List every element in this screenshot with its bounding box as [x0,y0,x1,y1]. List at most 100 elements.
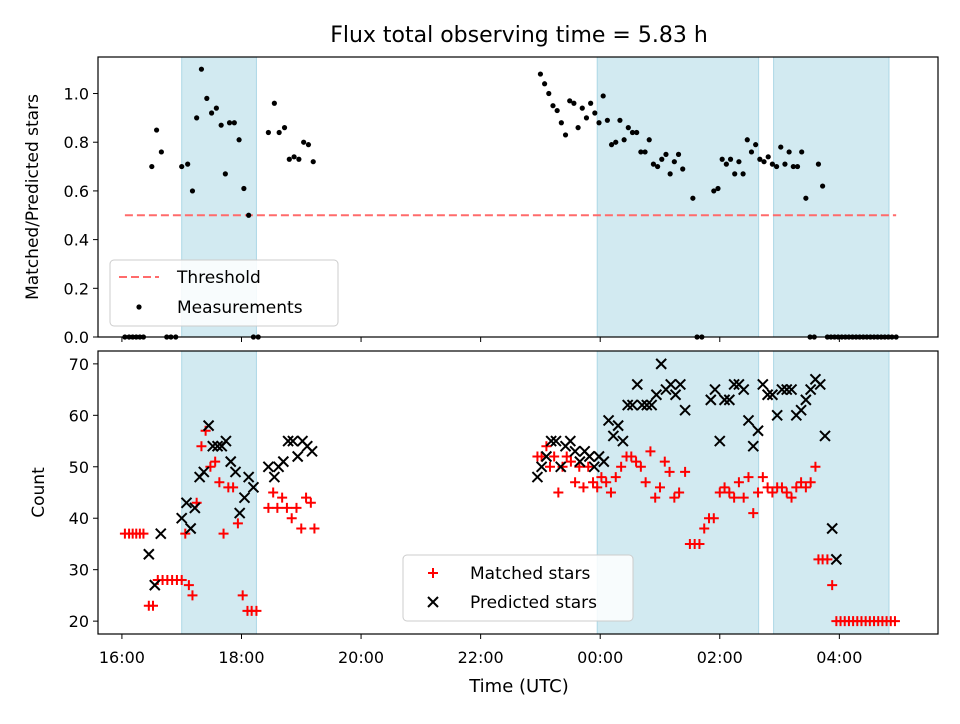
matched-star-point [296,523,307,534]
matched-star-point [680,466,691,477]
predicted-star-point [626,399,639,411]
measurement-point [715,185,721,192]
measurement-point [571,100,577,106]
matched-star-point [210,456,221,467]
predicted-star-point [242,471,255,483]
measurement-point [608,142,615,148]
legend-measurement-swatch [136,304,142,310]
y-tick-label-bottom: 60 [69,406,89,425]
predicted-star-point [598,455,610,468]
measurement-point [185,161,191,167]
matched-star-point [592,482,603,493]
matched-star-point [176,574,187,585]
predicted-star-point [757,378,769,391]
predicted-star-point [291,450,304,463]
measurement-point [558,120,564,126]
predicted-star-point [588,461,600,473]
measurement-point [575,125,581,131]
measurement-point [218,122,224,128]
matched-star-point [536,451,547,462]
matched-star-point [588,477,599,488]
predicted-star-point [800,394,812,406]
x-tick-label: 04:00 [816,648,862,667]
y-tick-label-bottom: 40 [69,509,89,528]
matched-star-point [148,600,159,611]
predicted-star-point [564,435,577,447]
matched-star-point [748,508,759,519]
matched-star-point [561,451,572,462]
matched-star-point [743,472,754,483]
predicted-star-point [569,445,581,458]
panel-top: 0.0 0.2 0.4 0.6 0.8 1.0 Matched/Predicted star… [23,56,939,347]
predicted-star-point [574,455,586,468]
matched-star-point [640,477,651,488]
matched-star-point [277,492,288,503]
series-top-0 [122,66,899,340]
measurement-point [305,142,312,148]
matched-star-point [626,451,637,462]
y-axis-label-bottom: Count [29,467,49,518]
matched-star-point [650,492,661,503]
measurement-point [158,149,164,155]
predicted-star-point [665,378,677,391]
legend-predicted-swatch [427,596,439,608]
measurement-point [204,95,210,101]
predicted-star-point [709,383,721,396]
measurement-point [542,81,548,87]
measurement-point [655,163,661,170]
measurement-point [236,137,242,143]
predicted-star-point [268,471,281,483]
matched-star-point [237,590,248,601]
matched-star-point [631,456,642,467]
predicted-star-point [207,440,219,452]
x-tick-label: 00:00 [577,648,623,667]
x-tick-label: 22:00 [458,648,504,667]
measurement-point [310,159,316,165]
legend-bottom: Matched stars Predicted stars [402,554,634,622]
predicted-star-point [607,430,620,442]
predicted-star-point [220,435,232,447]
predicted-star-point [705,394,717,406]
predicted-star-point [149,579,161,591]
matched-star-point [610,472,621,483]
matched-star-point [218,528,229,539]
matched-star-point [781,487,792,498]
measurement-point [803,195,809,201]
measurement-point [596,120,602,126]
predicted-star-point [795,404,807,416]
y-tick-label-top: 0.8 [64,133,89,152]
predicted-star-point [641,399,653,411]
measurement-point [554,107,560,114]
predicted-star-point [776,383,788,396]
measurement-point [711,188,717,194]
series-bottom-0 [119,425,900,627]
predicted-star-point [282,435,294,447]
matched-star-point [805,477,816,488]
matched-star-point [205,461,216,472]
predicted-star-point [287,435,299,447]
predicted-star-point [535,461,548,473]
measurement-point [567,98,573,104]
measurement-point [667,171,673,177]
matched-star-point [187,590,198,601]
measurement-point [753,142,759,148]
predicted-star-point [674,378,687,391]
measurement-point [680,166,686,172]
matched-star-point [762,482,773,493]
predicted-star-point [198,466,210,478]
matched-star-point [757,472,768,483]
matched-star-point [699,523,710,534]
measurement-point [600,93,606,99]
matched-star-point [570,477,581,488]
matched-star-point [786,492,797,503]
matched-star-point [664,466,675,477]
measurement-point [634,129,640,136]
measurement-point [659,156,665,162]
measurement-point [629,129,636,136]
measurement-point [799,149,805,155]
measurement-point [748,149,755,155]
measurement-point [241,185,247,192]
predicted-star-point [211,440,224,452]
measurement-point [231,120,237,126]
